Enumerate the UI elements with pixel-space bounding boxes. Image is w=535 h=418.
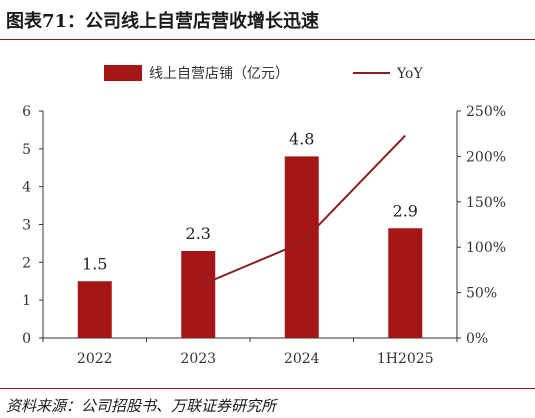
source-note: 资料来源：公司招股书、万联证券研究所 [6, 397, 277, 415]
legend-bar-label: 线上自营店铺（亿元） [149, 66, 289, 82]
right-axis-tick-label: 200% [466, 149, 506, 165]
bar-1H2025 [388, 228, 423, 338]
legend-line-label: YoY [396, 66, 423, 82]
right-axis-tick-label: 50% [466, 286, 497, 302]
left-axis-tick-label: 2 [22, 255, 31, 271]
left-axis-tick-label: 3 [22, 218, 31, 234]
left-axis-tick-label: 0 [22, 331, 31, 347]
right-axis-tick-label: 100% [466, 240, 506, 256]
legend-bar-swatch [104, 65, 142, 81]
bar-2022 [77, 281, 112, 338]
bar-value-label: 2.9 [393, 201, 418, 220]
left-axis-tick-label: 5 [22, 142, 31, 158]
left-axis-tick-label: 4 [22, 180, 31, 196]
right-axis-tick-label: 0% [466, 331, 488, 347]
source-bar: 资料来源：公司招股书、万联证券研究所 [0, 388, 535, 418]
x-axis-category-label: 1H2025 [377, 351, 434, 367]
right-axis-tick-label: 150% [466, 195, 506, 211]
x-axis-category-label: 2023 [180, 351, 216, 367]
x-axis-category-label: 2022 [77, 351, 113, 367]
left-axis-tick-label: 6 [22, 104, 31, 120]
revenue-chart: 0 1 2 3 4 5 6 0% 50% 100% 150% 200% 250% 1.5 2022 2.3 20… [22, 65, 506, 367]
right-axis-tick-label: 250% [466, 104, 506, 120]
bar-value-label: 2.3 [186, 224, 211, 243]
bar-value-label: 1.5 [82, 254, 107, 273]
bar-value-label: 4.8 [289, 129, 314, 148]
left-axis-tick-label: 1 [22, 293, 31, 309]
bar-2023 [181, 250, 216, 338]
figure-title: 图表71：公司线上自营店营收增长迅速 [6, 11, 320, 32]
title-bar: 图表71：公司线上自营店营收增长迅速 [0, 0, 535, 40]
x-axis-category-label: 2024 [284, 351, 320, 367]
